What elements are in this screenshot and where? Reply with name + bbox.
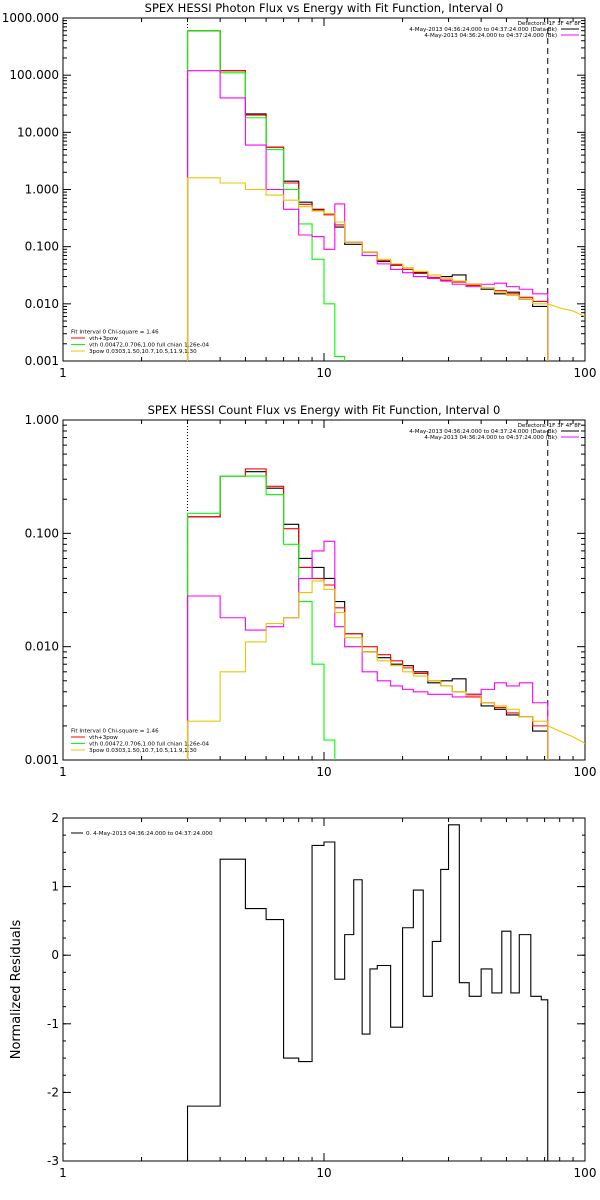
y-tick-label: 100.000 xyxy=(9,68,59,82)
legend-right-text: 4-May-2013 04:36:24.000 to 04:37:24.000 … xyxy=(424,435,557,441)
y-tick-label: 1.000 xyxy=(25,183,59,197)
y-tick-label: -2 xyxy=(47,1085,59,1099)
legend-right-text: 4-May-2013 04:36:24.000 to 04:37:24.000 … xyxy=(424,33,557,39)
y-tick-label: 0.100 xyxy=(25,526,59,540)
x-tick-label: 1 xyxy=(59,366,67,380)
series-line-2 xyxy=(186,468,549,760)
legend-left-text: 0. 4-May-2013 04:36:24.000 to 04:37:24.0… xyxy=(86,831,213,837)
x-tick-label: 10 xyxy=(316,366,331,380)
legend-left-text: Fit Interval 0 Chi-square = 1.46 xyxy=(71,729,159,735)
series-line-2 xyxy=(186,30,549,361)
series-line-1 xyxy=(186,471,549,760)
y-tick-label: 0 xyxy=(51,948,59,962)
x-tick-label: 100 xyxy=(574,366,597,380)
series-line-4 xyxy=(186,70,549,361)
y-tick-label: 0.001 xyxy=(25,354,59,368)
x-tick-label: 100 xyxy=(574,765,597,779)
series-line-1 xyxy=(186,30,549,361)
series-line-5 xyxy=(186,580,549,760)
plot-area xyxy=(186,420,585,760)
plot-area xyxy=(186,824,549,1161)
y-tick-label: 10.000 xyxy=(17,125,59,139)
panel-title: SPEX HESSI Count Flux vs Energy with Fit… xyxy=(148,403,501,417)
series-line-3 xyxy=(186,475,346,760)
series-line-4 xyxy=(186,540,549,760)
panel-1: SPEX HESSI Photon Flux vs Energy with Fi… xyxy=(2,1,597,380)
panel-3: 1 10 100 -3 -2 -1 0 1 2 Normalized Residuals 0. 4-… xyxy=(9,811,596,1180)
legend-left-text: vth 0.00472,0.706,1.00 full chian 1.26e-… xyxy=(89,343,210,349)
y-tick-label: 1000.000 xyxy=(2,11,59,25)
x-tick-label: 10 xyxy=(316,1166,331,1180)
series-line-5 xyxy=(186,177,549,361)
plot-area xyxy=(186,18,585,361)
y-tick-label: 2 xyxy=(51,811,59,825)
legend-left-text: 3pow 0.0303,1.50,10.7,10.5,11.9,1.30 xyxy=(89,349,197,355)
legend-left-text: vth+3pow xyxy=(89,336,118,342)
legend-left-text: Fit Interval 0 Chi-square = 1.46 xyxy=(71,330,159,336)
legend-left-text: vth 0.00472,0.706,1.00 full chian 1.26e-… xyxy=(89,742,210,748)
legend-right-text: 4-May-2013 04:36:24.000 to 04:37:24.000 … xyxy=(409,27,557,33)
x-tick-label: 1 xyxy=(59,1166,67,1180)
legend-right-text: Detectors: 1F 3F 4F 8F xyxy=(518,423,581,429)
legend-right-text: 4-May-2013 04:36:24.000 to 04:37:24.000 … xyxy=(409,429,557,435)
y-tick-label: 0.010 xyxy=(25,640,59,654)
y-tick-label: 1.000 xyxy=(25,413,59,427)
legend-right-text: Detectors: 1F 3F 4F 8F xyxy=(518,21,581,27)
y-tick-label: 0.010 xyxy=(25,297,59,311)
plot-frame xyxy=(62,17,586,362)
x-tick-label: 10 xyxy=(316,765,331,779)
overlay-line xyxy=(547,303,585,318)
legend-left-text: vth+3pow xyxy=(89,735,118,741)
series-line-1 xyxy=(186,824,549,1161)
plot-frame xyxy=(62,817,586,1162)
x-tick-label: 1 xyxy=(59,765,67,779)
y-axis-label: Normalized Residuals xyxy=(9,920,24,1060)
legend-left-text: 3pow 0.0303,1.50,10.7,10.5,11.9,1.30 xyxy=(89,748,197,754)
y-tick-label: 0.100 xyxy=(25,240,59,254)
y-tick-label: -1 xyxy=(47,1017,59,1031)
y-tick-label: 0.001 xyxy=(25,753,59,767)
x-tick-label: 100 xyxy=(574,1166,597,1180)
panel-title: SPEX HESSI Photon Flux vs Energy with Fi… xyxy=(145,1,504,15)
panel-2: SPEX HESSI Count Flux vs Energy with Fit… xyxy=(25,403,597,779)
y-tick-label: -3 xyxy=(47,1154,59,1168)
y-tick-label: 1 xyxy=(51,880,59,894)
overlay-line xyxy=(547,725,585,744)
